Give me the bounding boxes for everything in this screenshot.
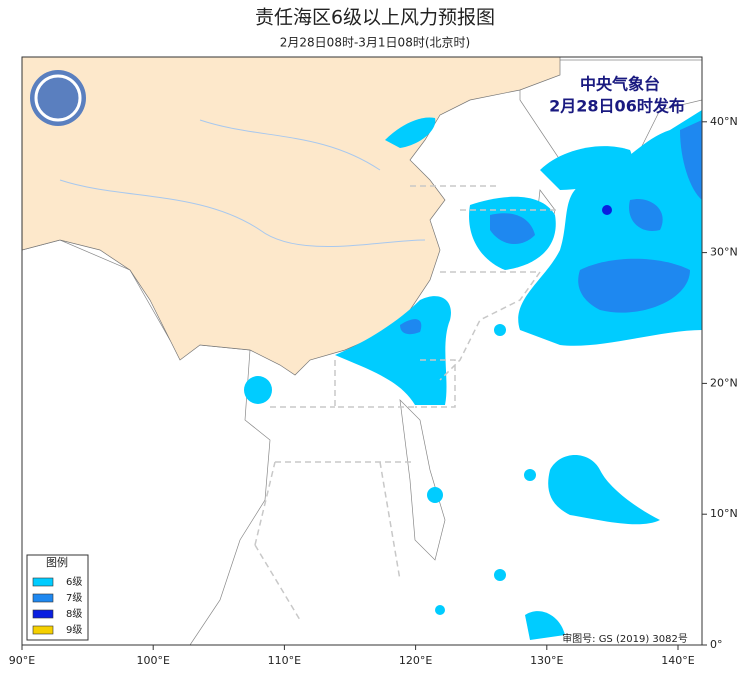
legend: 图例 6级 7级 8级 9级 [26,554,89,641]
y-tick-label: 10°N [710,507,738,520]
legend-label: 9级 [66,624,82,636]
y-tick-label: 40°N [710,115,738,128]
x-tick-label: 100°E [136,654,169,667]
x-tick-label: 90°E [9,654,35,667]
x-tick-label: 120°E [399,654,432,667]
y-tick-label: 0° [710,638,723,651]
x-tick-label: 110°E [268,654,301,667]
subtitle: 2月28日08时-3月1日08时(北京时) [280,36,470,50]
legend-label: 8级 [66,608,82,620]
legend-title: 图例 [46,555,68,569]
map-frame [21,56,703,646]
legend-label: 7级 [66,592,82,604]
map-body [22,57,702,645]
y-tick-label: 30°N [710,246,738,259]
logo [30,70,86,126]
issue-time: 2月28日06时发布 [549,97,685,116]
agency: 中央气象台 [580,75,660,94]
legend-swatch [32,625,54,635]
legend-swatch [32,609,54,619]
axis-ticks: 90°E 100°E 110°E 120°E 130°E 140°E 0° 10°N 20°N 3… [9,115,738,667]
legend-swatch [32,577,54,587]
footnote: 审图号: GS (2019) 3082号 [562,632,688,645]
x-tick-label: 130°E [530,654,563,667]
x-tick-label: 140°E [661,654,694,667]
legend-label: 6级 [66,576,82,588]
title: 责任海区6级以上风力预报图 [255,7,495,29]
legend-swatch [32,593,54,603]
y-tick-label: 20°N [710,376,738,389]
